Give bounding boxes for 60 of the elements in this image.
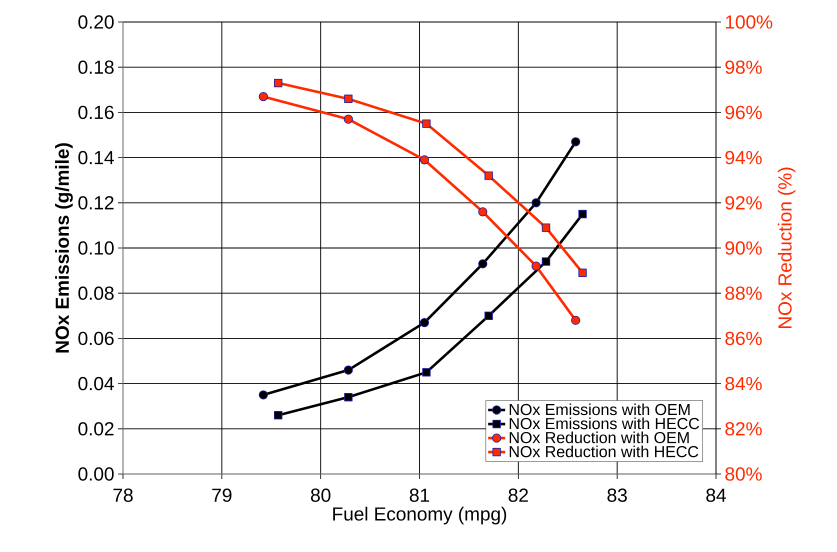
point [571, 137, 580, 146]
point [344, 94, 353, 104]
point [478, 259, 488, 268]
point [344, 365, 353, 375]
legend-label: NOx Reduction with OEM [510, 432, 689, 444]
point [484, 171, 493, 180]
x-tick-label: 82 [508, 488, 528, 502]
point [571, 316, 580, 325]
y2-axis-title: NOx Reduction (%) [778, 168, 796, 328]
y-axis-title: NOx Emissions (g/mile) [55, 143, 73, 352]
legend-label: NOx Reduction with HECC [510, 446, 698, 458]
point [532, 198, 541, 208]
point [478, 207, 488, 216]
point [578, 268, 587, 278]
y2-tick-label: 98% [725, 60, 762, 74]
point [422, 120, 431, 128]
x-tick-label: 79 [212, 488, 232, 502]
point [344, 114, 353, 124]
y2-tick-label: 82% [725, 422, 762, 436]
legend-label: NOx Emissions with HECC [510, 418, 700, 430]
y2-tick-label: 80% [725, 467, 762, 481]
y-tick-label: 0.18 [78, 60, 114, 74]
legend-label: NOx Emissions with OEM [510, 403, 690, 416]
y2-tick-label: 84% [725, 376, 762, 390]
point [422, 368, 431, 376]
point [542, 257, 550, 266]
point [484, 312, 493, 320]
x-tick-label: 83 [607, 488, 627, 502]
y2-tick-label: 90% [725, 241, 762, 255]
point [420, 155, 430, 164]
x-tick-label: 81 [410, 488, 430, 502]
y-tick-label: 0.06 [78, 332, 114, 346]
x-axis-title: Fuel Economy (mpg) [333, 506, 506, 524]
point [542, 223, 550, 232]
point [258, 390, 268, 400]
y-tick-label: 0.04 [78, 376, 114, 390]
point [532, 261, 541, 271]
point [274, 78, 282, 88]
y-tick-label: 0.08 [78, 286, 114, 300]
point [274, 411, 282, 420]
point [420, 318, 430, 328]
point [344, 392, 353, 402]
y2-tick-label: 94% [725, 150, 762, 164]
y-tick-label: 0.14 [78, 150, 114, 164]
y-tick-label: 0.16 [78, 106, 114, 120]
y-tick-label: 0.12 [78, 196, 114, 210]
y-tick-label: 0.20 [78, 15, 114, 29]
x-tick-label: 78 [113, 488, 133, 502]
x-tick-label: 80 [310, 488, 330, 502]
y2-tick-label: 96% [725, 106, 762, 120]
y-tick-label: 0.02 [78, 422, 114, 436]
y-tick-label: 0.10 [78, 241, 114, 255]
y-tick-label: 0.00 [78, 467, 114, 481]
point [258, 92, 268, 102]
y2-tick-label: 92% [725, 196, 762, 210]
point [578, 210, 587, 218]
y2-tick-label: 86% [725, 332, 762, 346]
y2-tick-label: 88% [725, 286, 762, 300]
y2-tick-label: 100% [726, 15, 772, 29]
x-tick-label: 84 [706, 488, 726, 502]
